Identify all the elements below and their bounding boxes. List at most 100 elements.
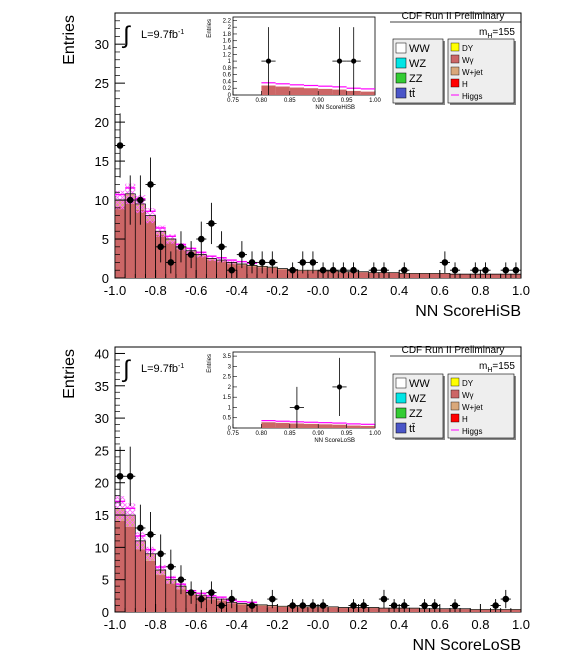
- inset-y-tick-label: 1.2: [223, 52, 232, 58]
- data-point: [441, 259, 449, 266]
- legend-label: Higgs: [462, 92, 482, 101]
- inset-bkg-bar: [318, 424, 333, 428]
- bkg-wgamma-bar: [480, 609, 491, 612]
- inset-data-point: [294, 404, 300, 411]
- y-tick-label: 15: [95, 154, 109, 169]
- legend-label: H: [462, 80, 468, 89]
- data-point: [289, 602, 296, 609]
- x-tick-label: -0.6: [185, 283, 207, 298]
- legend-swatch-zz: [395, 407, 407, 419]
- inset-x-tick-label: 0.85: [284, 98, 296, 104]
- legend-label: Higgs: [462, 427, 482, 436]
- inset-bkg-bar: [360, 425, 375, 428]
- legend-swatch-tt̄: [395, 422, 407, 434]
- inset-y-tick-label: 0.5: [223, 416, 232, 422]
- bkg-wgamma-bar: [500, 609, 511, 612]
- inset-y-tick-label: 0.2: [223, 86, 232, 92]
- inset-y-tick-label: 1.8: [223, 32, 232, 38]
- data-point: [431, 602, 439, 609]
- lumi-sup: -1: [178, 29, 184, 36]
- y-tick-label: 20: [95, 115, 109, 130]
- bkg-wgamma-bar: [236, 604, 247, 612]
- bkg-wgamma-bar: [216, 261, 227, 278]
- data-point: [340, 266, 347, 274]
- data-point: [177, 243, 185, 251]
- inset-x-tick-label: 0.95: [341, 431, 353, 437]
- bkg-wgamma-bar: [267, 606, 278, 612]
- inset-y-tick-label: 1.4: [223, 46, 232, 52]
- x-tick-label: 0.6: [431, 283, 449, 298]
- inset-y-tick-label: 2: [228, 385, 232, 391]
- bkg-wgamma-bar: [429, 273, 440, 278]
- integral-symbol: ∫: [121, 356, 131, 383]
- mass-value: =155: [492, 27, 515, 38]
- bkg-wgamma-bar: [155, 575, 166, 612]
- chart-panel-1: -1.0 -0.8 -0.6 -0.4 -0.2 -0.0 0.2 0.4 0.6 0.8 1.00…: [61, 11, 530, 320]
- inset-bkg-bar: [304, 423, 319, 428]
- data-point: [390, 602, 398, 609]
- bkg-wgamma-bar: [439, 609, 450, 612]
- bkg-wgamma-bar: [115, 520, 126, 612]
- inset-y-tick-label: 3.5: [223, 354, 232, 360]
- y-tick-label: 25: [95, 76, 109, 91]
- data-point: [208, 589, 215, 596]
- data-point: [157, 550, 164, 558]
- x-tick-label: -0.8: [144, 283, 166, 298]
- bkg-wjet-bar: [277, 268, 288, 270]
- inset-x-tick-label: 0.75: [227, 431, 239, 437]
- figure-title: CDF Run II Preliminary: [402, 345, 505, 356]
- data-point: [360, 602, 367, 609]
- data-point: [299, 602, 307, 609]
- inset-x-tick-label: 0.75: [227, 98, 239, 104]
- inset-data-point: [336, 58, 343, 64]
- y-tick-label: 40: [95, 346, 109, 361]
- bkg-wgamma-bar: [358, 272, 369, 278]
- data-point: [380, 595, 388, 603]
- inset-plot: 0.75 0.80 0.85 0.90 0.95 1.00 0 0.5 1 1.5 2 2.5 3 3.5…: [207, 351, 381, 444]
- data-point: [208, 220, 215, 227]
- bkg-wgamma-bar: [196, 256, 207, 278]
- data-point: [187, 251, 195, 258]
- data-point: [309, 602, 317, 609]
- data-point: [258, 259, 266, 266]
- data-point: [177, 576, 185, 583]
- x-tick-label: 0.8: [471, 283, 489, 298]
- inset-frame: [232, 351, 376, 429]
- x-tick-label: -0.0: [307, 283, 329, 298]
- bkg-wgamma-bar: [328, 607, 339, 612]
- data-point: [370, 266, 378, 274]
- inset-bkg-bar: [275, 86, 290, 95]
- y-tick-label: 5: [102, 232, 109, 247]
- x-tick-label: 0.4: [390, 617, 408, 632]
- inset-x-tick-label: 0.80: [256, 431, 268, 437]
- x-tick-label: -0.4: [226, 283, 248, 298]
- bkg-wgamma-bar: [297, 270, 308, 278]
- y-tick-label: 30: [95, 411, 109, 426]
- data-point: [218, 602, 225, 609]
- x-tick-label: -1.0: [104, 617, 126, 632]
- bkg-wgamma-bar: [460, 274, 471, 278]
- data-point: [350, 266, 357, 274]
- bkg-wgamma-bar: [368, 608, 379, 612]
- data-point: [421, 602, 428, 609]
- x-tick-label: -1.0: [104, 283, 126, 298]
- legend-swatch-right: [450, 66, 460, 76]
- inset-x-tick-label: 1.00: [369, 431, 381, 437]
- legend-label: WZ: [409, 393, 426, 405]
- bkg-wgamma-bar: [145, 560, 156, 612]
- legend-swatch-right: [450, 389, 460, 399]
- inset-bkg-bar: [275, 422, 290, 428]
- inset-y-tick-label: 0.8: [223, 66, 232, 72]
- legend-swatch-wz: [395, 57, 407, 69]
- legend-swatch-ww: [395, 42, 407, 54]
- data-point: [197, 595, 205, 603]
- y-axis-title: Entries: [61, 349, 78, 399]
- inset-x-tick-label: 0.85: [284, 431, 296, 437]
- bkg-wgamma-bar: [257, 605, 268, 612]
- mass-value: =155: [492, 361, 515, 372]
- data-point: [187, 589, 195, 596]
- legend-swatch-right: [450, 78, 460, 88]
- bkg-wgamma-bar: [165, 583, 176, 612]
- y-tick-label: 0: [102, 271, 109, 286]
- data-point: [309, 259, 317, 266]
